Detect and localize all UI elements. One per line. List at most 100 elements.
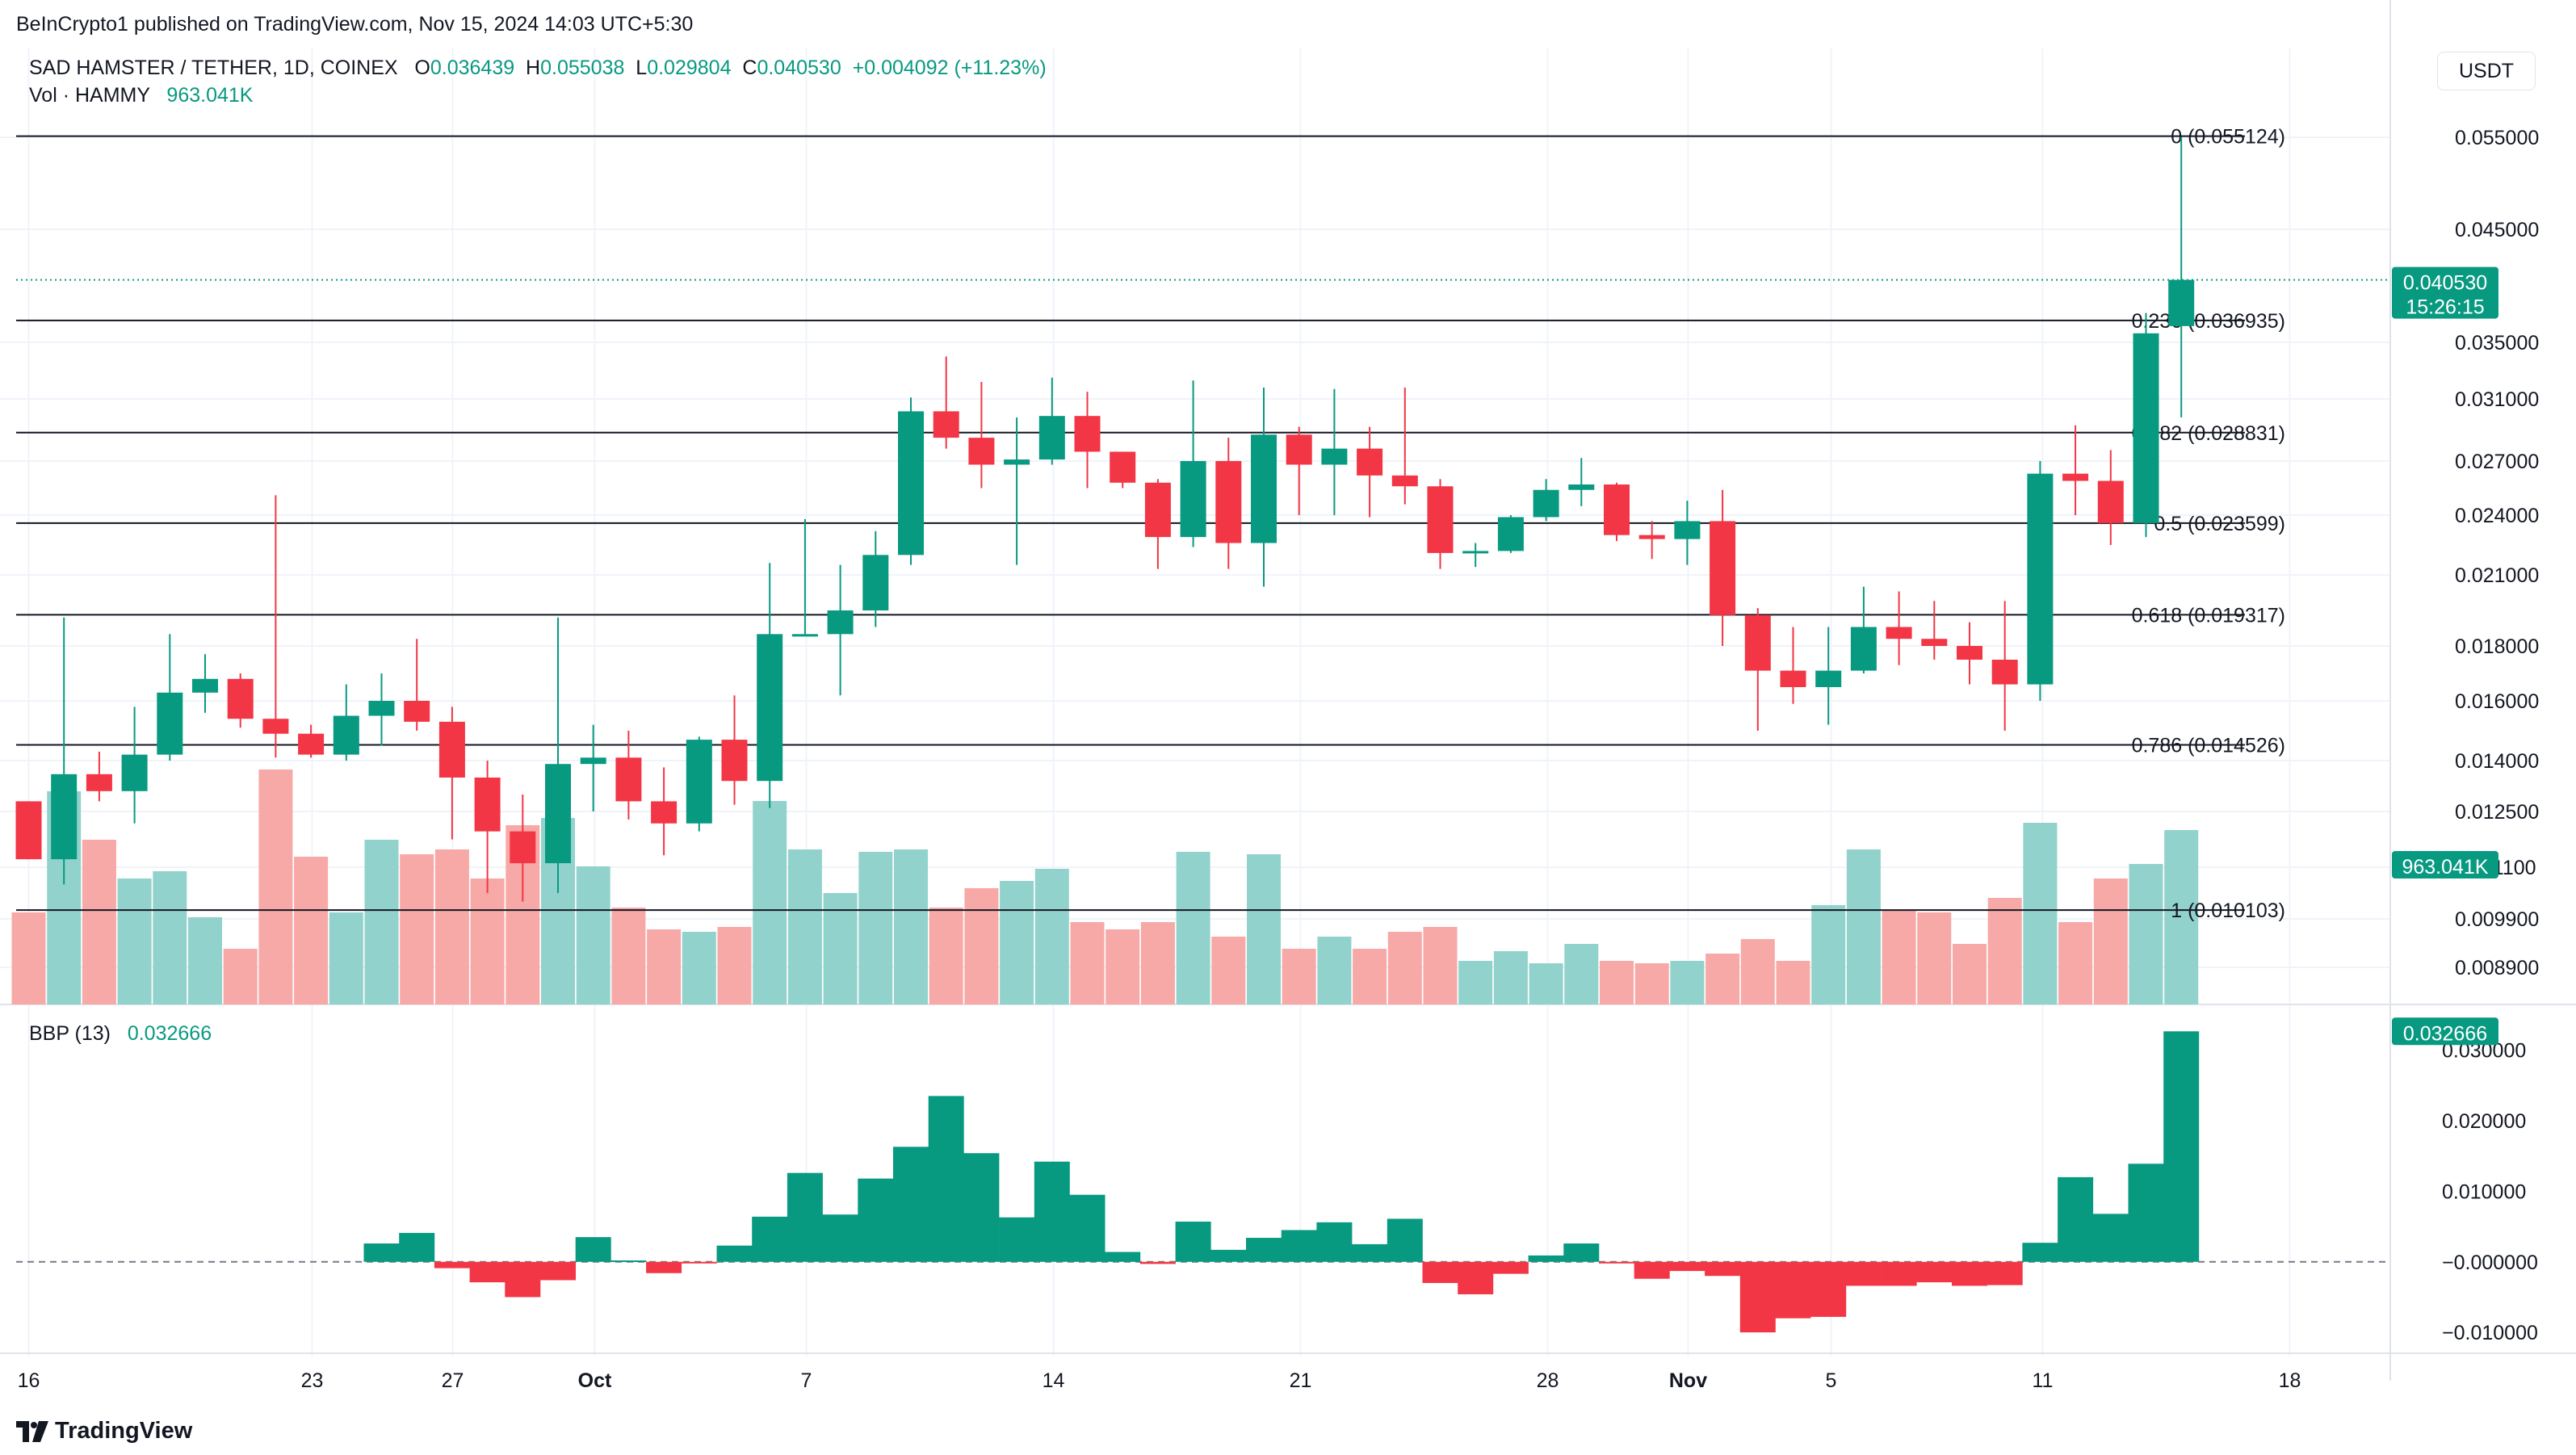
volume-bar bbox=[1493, 951, 1528, 1004]
candle-body bbox=[721, 740, 748, 782]
volume-bar bbox=[1705, 954, 1740, 1004]
volume-bar bbox=[11, 912, 46, 1004]
candle-body bbox=[2027, 473, 2054, 685]
bbp-bar bbox=[1492, 1261, 1529, 1274]
bbp-bar bbox=[1352, 1243, 1388, 1262]
bbp-bar bbox=[1810, 1261, 1847, 1317]
volume-bar bbox=[258, 769, 293, 1004]
candle-body bbox=[968, 438, 995, 465]
candle-body bbox=[1038, 416, 1065, 460]
candle-body bbox=[438, 721, 465, 778]
candle-body bbox=[1215, 461, 1242, 543]
bbp-bar bbox=[363, 1243, 400, 1262]
volume-label[interactable]: Vol · HAMMY bbox=[29, 84, 150, 107]
volume-bar bbox=[1105, 929, 1140, 1004]
bbp-bar bbox=[1952, 1261, 1987, 1286]
fibonacci-levels: 0 (0.055124)0.236 (0.036935)0.382 (0.028… bbox=[16, 126, 2285, 922]
time-tick-label: 5 bbox=[1826, 1369, 1837, 1392]
time-tick-label: Nov bbox=[1669, 1369, 1707, 1392]
bbp-bar bbox=[1105, 1252, 1141, 1262]
bbp-bar bbox=[752, 1216, 788, 1262]
bbp-bar bbox=[1881, 1261, 1917, 1286]
candle-body bbox=[510, 831, 536, 864]
price-tick-label: 0.009900 bbox=[2455, 908, 2539, 931]
candle-body bbox=[651, 801, 678, 824]
candle-body bbox=[1638, 535, 1665, 539]
volume-bar bbox=[2023, 823, 2058, 1004]
bbp-bar bbox=[646, 1261, 682, 1273]
price-tick-label: 0.024000 bbox=[2455, 505, 2539, 527]
price-tick-label: 0.027000 bbox=[2455, 451, 2539, 473]
volume-bar bbox=[576, 866, 610, 1004]
last-price-badge-text: 0.040530 bbox=[2403, 272, 2487, 295]
candle-body bbox=[298, 733, 325, 755]
currency-button[interactable]: USDT bbox=[2437, 52, 2536, 90]
bbp-value-badge-text: 0.032666 bbox=[2403, 1022, 2487, 1045]
candle-body bbox=[2133, 333, 2159, 523]
low-value: 0.029804 bbox=[647, 57, 732, 79]
bbp-value: 0.032666 bbox=[127, 1022, 212, 1045]
candle-body bbox=[933, 411, 959, 438]
symbol-name[interactable]: SAD HAMSTER / TETHER, 1D, COINEX bbox=[29, 57, 398, 79]
candle-body bbox=[1286, 434, 1312, 465]
candle-body bbox=[1568, 484, 1595, 490]
bbp-bar bbox=[716, 1245, 753, 1262]
volume-bar bbox=[1953, 944, 1987, 1004]
candle-body bbox=[1815, 670, 1842, 687]
volume-bar bbox=[188, 917, 222, 1004]
bbp-bar bbox=[1246, 1238, 1282, 1262]
volume-bar bbox=[1740, 939, 1775, 1004]
open-label: O bbox=[414, 57, 430, 79]
bbp-bar bbox=[858, 1178, 894, 1262]
bbp-bar bbox=[1281, 1230, 1317, 1262]
candle-body bbox=[1886, 627, 1912, 639]
time-tick-label: 11 bbox=[2033, 1369, 2054, 1392]
candle-body bbox=[545, 764, 571, 864]
candle-body bbox=[898, 411, 924, 556]
time-tick-label: 14 bbox=[1043, 1369, 1065, 1392]
time-tick-label: 7 bbox=[801, 1369, 812, 1392]
bbp-bar bbox=[610, 1260, 647, 1263]
candle-body bbox=[827, 610, 854, 635]
volume-bar bbox=[1882, 910, 1916, 1004]
bbp-bar bbox=[540, 1261, 576, 1281]
candle-body bbox=[1497, 517, 1524, 551]
last-price-badge-bg bbox=[2392, 266, 2498, 319]
last-price-badge-text: 15:26:15 bbox=[2406, 296, 2484, 319]
volume-value: 963.041K bbox=[166, 84, 254, 107]
candle-body bbox=[1710, 521, 1736, 615]
volume-bar bbox=[1140, 922, 1175, 1004]
chart-axes: 0.055000 0.045000 0.035000 0.031000 0.027000… bbox=[18, 127, 2540, 1392]
bbp-bar bbox=[1422, 1261, 1458, 1283]
volume-bar bbox=[1564, 944, 1599, 1004]
volume-bar bbox=[1634, 963, 1669, 1004]
price-change: +0.004092 (+11.23%) bbox=[852, 57, 1047, 79]
bbp-tick-label: 0.020000 bbox=[2442, 1110, 2526, 1133]
volume-bar bbox=[223, 949, 258, 1004]
bbp-bar bbox=[2163, 1031, 2200, 1262]
candle-body bbox=[2168, 279, 2195, 326]
candle-body bbox=[1744, 614, 1771, 671]
candle-body bbox=[757, 634, 783, 782]
bbp-bar bbox=[963, 1153, 1000, 1262]
bbp-bar bbox=[1599, 1261, 1634, 1264]
fib-level-label: 0.236 (0.036935) bbox=[2132, 310, 2285, 333]
bbp-bar bbox=[505, 1261, 541, 1298]
candle-body bbox=[615, 757, 642, 802]
candle-body bbox=[368, 701, 395, 716]
bbp-bar bbox=[822, 1214, 858, 1262]
tradingview-brand[interactable]: TradingView bbox=[16, 1418, 192, 1445]
volume-bar bbox=[1211, 937, 1246, 1004]
bbp-value-badge-bg bbox=[2392, 1017, 2498, 1046]
time-tick-label: 23 bbox=[301, 1369, 324, 1392]
bbp-bar bbox=[1387, 1218, 1423, 1262]
candle-body bbox=[1533, 489, 1559, 518]
volume-bar bbox=[2164, 830, 2199, 1004]
bbp-bar bbox=[2092, 1214, 2129, 1262]
bbp-label[interactable]: BBP (13) bbox=[29, 1022, 111, 1045]
price-tick-label: 0.012500 bbox=[2455, 801, 2539, 824]
volume-bar bbox=[1070, 922, 1105, 1004]
bbp-bar bbox=[2128, 1164, 2164, 1262]
bbp-tick-label: −0.000000 bbox=[2442, 1252, 2538, 1274]
